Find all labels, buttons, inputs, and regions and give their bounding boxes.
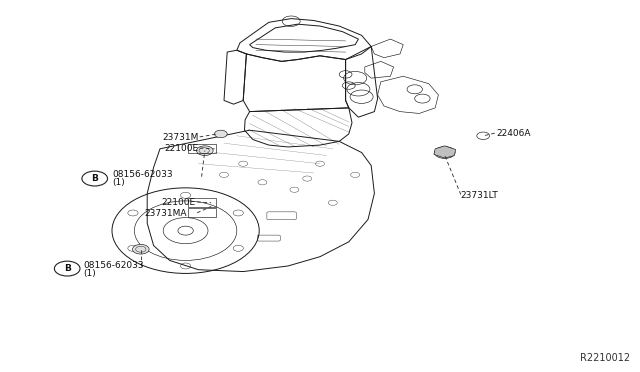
Text: 08156-62033: 08156-62033	[83, 262, 144, 270]
Text: 23731M: 23731M	[162, 133, 198, 142]
Text: (1): (1)	[83, 269, 96, 278]
Text: (1): (1)	[112, 178, 125, 187]
Text: R2210012: R2210012	[580, 353, 630, 363]
Text: 22100E: 22100E	[164, 144, 198, 153]
Text: 08156-62033: 08156-62033	[112, 170, 173, 179]
Text: B: B	[92, 174, 98, 183]
Text: B: B	[64, 264, 70, 273]
Circle shape	[214, 130, 227, 138]
Text: 22100E: 22100E	[161, 198, 195, 207]
Text: 23731LT: 23731LT	[461, 191, 499, 200]
Text: 22406A: 22406A	[496, 129, 531, 138]
Circle shape	[132, 244, 149, 254]
Circle shape	[196, 146, 213, 155]
Text: 23731MA: 23731MA	[145, 209, 187, 218]
Polygon shape	[434, 146, 456, 158]
Circle shape	[435, 147, 455, 158]
